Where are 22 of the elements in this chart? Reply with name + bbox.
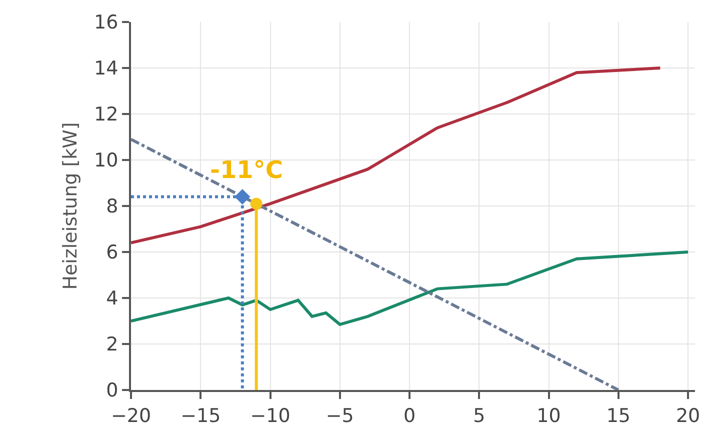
y-tick-label: 4 [106,288,118,310]
y-tick-label: 16 [94,12,118,34]
annotation: -11°C [210,156,283,184]
y-tick-label: 10 [94,150,118,172]
x-tick-label: 0 [403,404,416,427]
line-series [131,66,662,244]
y-tick-label: 2 [106,334,118,356]
y-tick-label: 8 [106,196,118,218]
y-tick-label: 12 [94,104,118,126]
y-tick-label: 6 [106,242,118,264]
y-tick-label: 0 [106,380,118,402]
x-tick-label: −20 [110,404,152,427]
y-tick-label: 14 [94,58,118,80]
line-series [131,250,690,326]
x-tick-label: 20 [676,404,700,427]
x-tick-label: −10 [250,404,290,427]
x-tick-label: −5 [326,404,354,427]
x-tick-label: −15 [180,404,221,427]
y-axis-title: Heizleistung [kW] [59,122,82,290]
x-tick-label: 5 [473,404,486,427]
x-tick-label: 15 [606,404,631,427]
x-tick-label: 10 [536,404,561,427]
